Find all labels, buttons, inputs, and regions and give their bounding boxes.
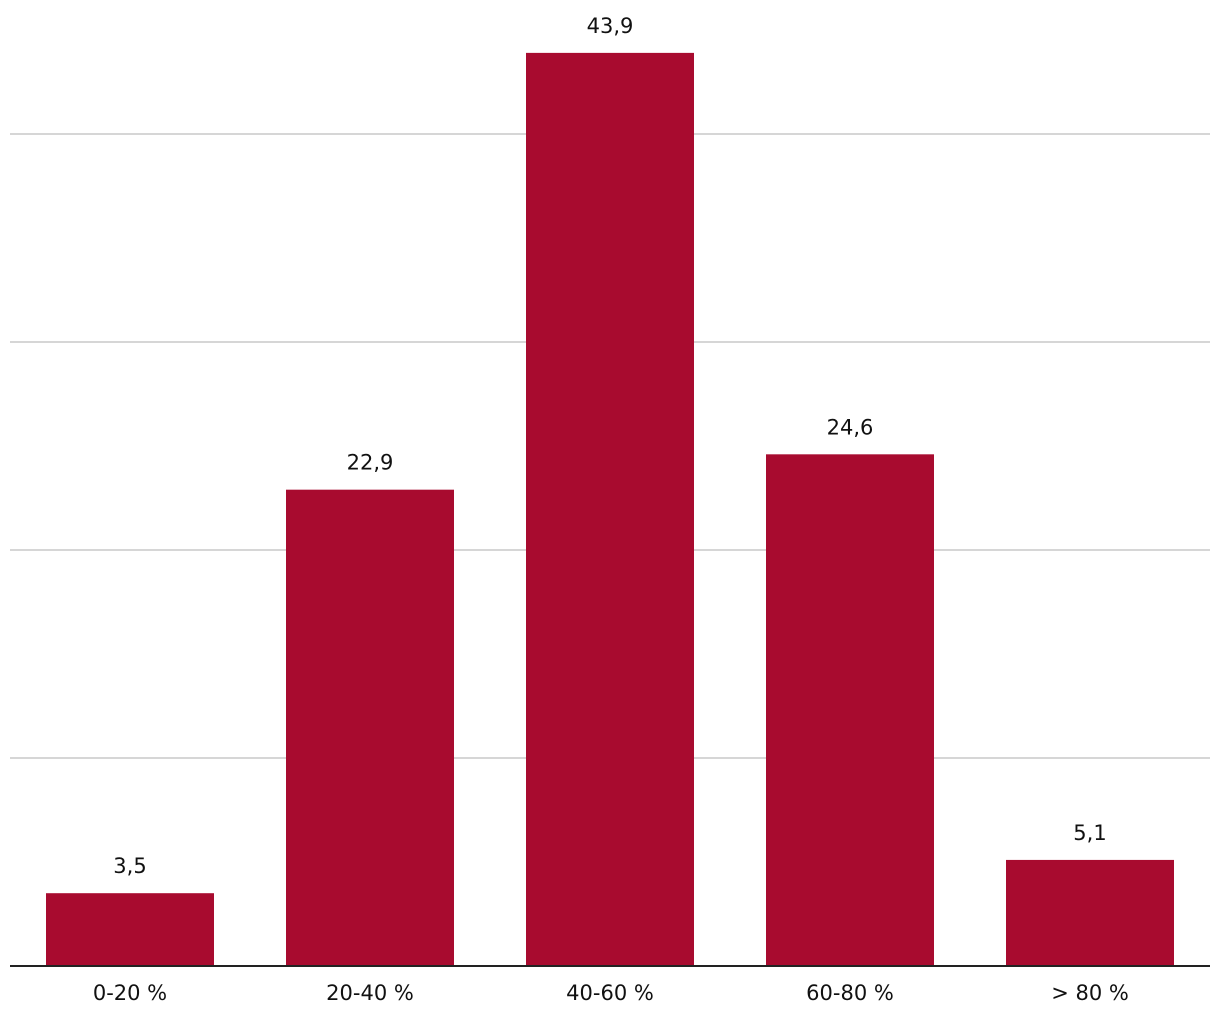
bar (1006, 859, 1174, 966)
x-tick-label: 40-60 % (566, 981, 654, 1005)
bar (526, 52, 694, 966)
x-tick-label: 60-80 % (806, 981, 894, 1005)
value-label: 43,9 (587, 14, 634, 38)
x-tick-label: > 80 % (1051, 981, 1129, 1005)
bar (46, 893, 214, 966)
value-label: 3,5 (113, 854, 146, 878)
bar (766, 454, 934, 966)
x-tick-label: 20-40 % (326, 981, 414, 1005)
value-label: 24,6 (827, 415, 874, 439)
x-tick-label: 0-20 % (93, 981, 167, 1005)
value-label: 22,9 (347, 451, 394, 475)
bar (286, 489, 454, 966)
value-label: 5,1 (1073, 821, 1106, 845)
